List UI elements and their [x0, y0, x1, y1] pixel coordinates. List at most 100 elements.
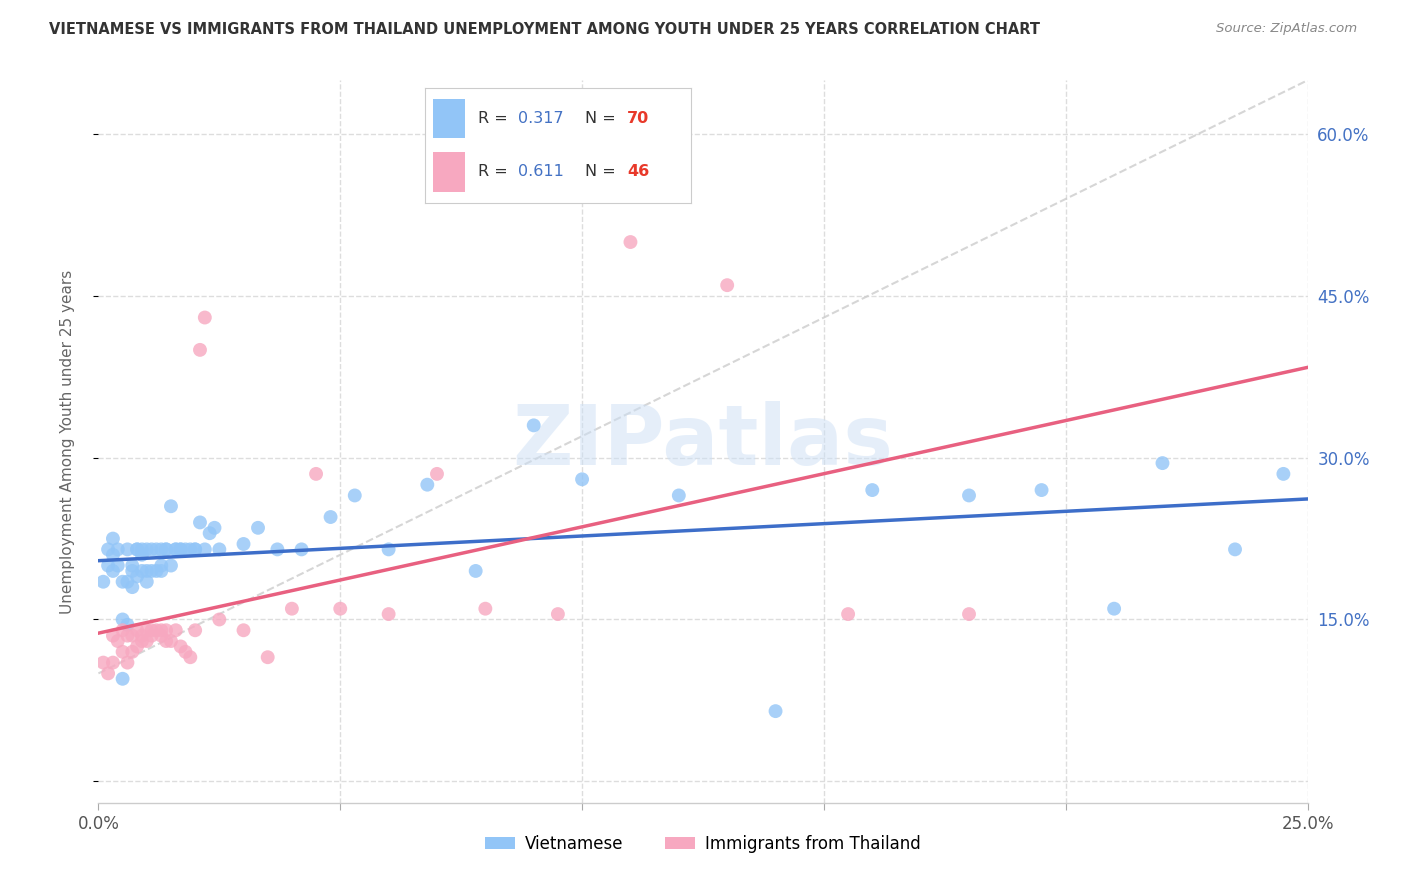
Point	[141, 629, 163, 643]
Point	[101, 548, 124, 562]
Point	[91, 574, 114, 589]
Point	[247, 521, 270, 535]
Point	[155, 542, 177, 557]
Point	[155, 624, 177, 638]
Point	[131, 542, 153, 557]
Point	[101, 532, 124, 546]
Point	[184, 624, 207, 638]
Point	[377, 607, 399, 621]
Point	[111, 612, 134, 626]
Point	[160, 558, 183, 573]
Point	[117, 618, 139, 632]
Point	[111, 574, 134, 589]
Point	[117, 656, 139, 670]
Point	[179, 650, 201, 665]
Point	[160, 500, 183, 514]
Point	[169, 542, 191, 557]
Point	[619, 235, 641, 249]
Point	[135, 542, 157, 557]
Point	[194, 310, 217, 325]
Legend: Vietnamese, Immigrants from Thailand: Vietnamese, Immigrants from Thailand	[478, 828, 928, 860]
Point	[266, 542, 288, 557]
Point	[426, 467, 449, 481]
Point	[188, 343, 211, 357]
Point	[97, 666, 120, 681]
Point	[208, 612, 231, 626]
Point	[169, 640, 191, 654]
Point	[107, 558, 129, 573]
Point	[101, 564, 124, 578]
Point	[174, 542, 197, 557]
Point	[121, 558, 143, 573]
Point	[127, 640, 149, 654]
Point	[165, 624, 187, 638]
Point	[150, 564, 173, 578]
Point	[111, 624, 134, 638]
Text: ZIPatlas: ZIPatlas	[513, 401, 893, 482]
Point	[860, 483, 883, 497]
Point	[121, 580, 143, 594]
Point	[155, 542, 177, 557]
Point	[160, 634, 183, 648]
Point	[97, 542, 120, 557]
Point	[131, 629, 153, 643]
Point	[127, 569, 149, 583]
Point	[1272, 467, 1295, 481]
Point	[571, 472, 593, 486]
Point	[194, 542, 217, 557]
Point	[174, 645, 197, 659]
Point	[305, 467, 328, 481]
Point	[135, 624, 157, 638]
Point	[416, 477, 439, 491]
Point	[150, 558, 173, 573]
Point	[121, 645, 143, 659]
Point	[117, 574, 139, 589]
Point	[343, 488, 366, 502]
Point	[169, 542, 191, 557]
Point	[1152, 456, 1174, 470]
Point	[1102, 601, 1125, 615]
Point	[184, 542, 207, 557]
Point	[837, 607, 859, 621]
Point	[141, 564, 163, 578]
Point	[111, 672, 134, 686]
Point	[141, 542, 163, 557]
Point	[91, 656, 114, 670]
Point	[281, 601, 304, 615]
Point	[208, 542, 231, 557]
Point	[145, 564, 167, 578]
Point	[232, 624, 254, 638]
Point	[131, 564, 153, 578]
Text: Source: ZipAtlas.com: Source: ZipAtlas.com	[1216, 22, 1357, 36]
Point	[765, 704, 787, 718]
Point	[150, 629, 173, 643]
Point	[127, 542, 149, 557]
Point	[101, 656, 124, 670]
Point	[377, 542, 399, 557]
Point	[165, 542, 187, 557]
Point	[319, 510, 342, 524]
Point	[127, 624, 149, 638]
Point	[150, 542, 173, 557]
Point	[150, 624, 173, 638]
Point	[523, 418, 546, 433]
Point	[145, 624, 167, 638]
Point	[145, 542, 167, 557]
Point	[101, 629, 124, 643]
Text: VIETNAMESE VS IMMIGRANTS FROM THAILAND UNEMPLOYMENT AMONG YOUTH UNDER 25 YEARS C: VIETNAMESE VS IMMIGRANTS FROM THAILAND U…	[49, 22, 1040, 37]
Point	[117, 629, 139, 643]
Point	[474, 601, 496, 615]
Point	[668, 488, 690, 502]
Point	[290, 542, 312, 557]
Y-axis label: Unemployment Among Youth under 25 years: Unemployment Among Youth under 25 years	[60, 269, 75, 614]
Point	[1223, 542, 1246, 557]
Point	[256, 650, 278, 665]
Point	[232, 537, 254, 551]
Point	[135, 634, 157, 648]
Point	[111, 645, 134, 659]
Point	[957, 488, 980, 502]
Point	[131, 634, 153, 648]
Point	[155, 634, 177, 648]
Point	[464, 564, 486, 578]
Point	[198, 526, 221, 541]
